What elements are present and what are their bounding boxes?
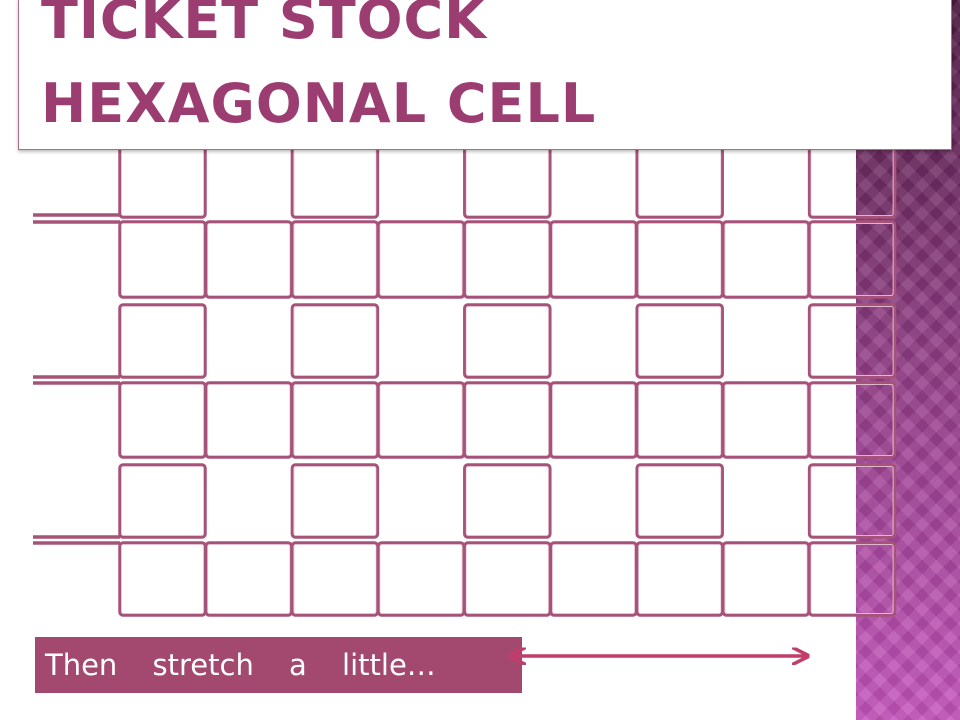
cell xyxy=(807,463,897,539)
cell xyxy=(635,463,724,539)
cell-inner xyxy=(465,384,549,456)
cell-inner xyxy=(638,466,722,536)
cell xyxy=(376,541,466,617)
cell xyxy=(549,220,638,299)
cell-inner xyxy=(293,146,377,216)
cell xyxy=(118,303,207,379)
cell xyxy=(204,220,293,299)
cell-inner xyxy=(379,384,463,456)
cell xyxy=(635,303,724,379)
cell xyxy=(463,381,552,459)
title-line: HEXAGONAL CELL xyxy=(41,72,597,135)
cell xyxy=(204,541,293,617)
cell-inner xyxy=(465,306,549,376)
cell xyxy=(463,303,552,379)
cell xyxy=(376,381,466,459)
cell xyxy=(635,541,724,617)
cell xyxy=(807,143,897,219)
cell-inner xyxy=(724,544,808,614)
cell-inner xyxy=(465,146,549,216)
cell xyxy=(635,143,724,219)
cell-inner xyxy=(121,466,204,536)
cell-inner xyxy=(810,146,894,216)
cell xyxy=(463,143,552,219)
cell-inner xyxy=(293,384,377,456)
cell-inner xyxy=(465,466,549,536)
cell-inner xyxy=(465,544,549,614)
caption: Then stretch a little… xyxy=(35,637,522,693)
title-box: TICKET STOCK HEXAGONAL CELL xyxy=(18,0,952,150)
cell-inner xyxy=(552,544,635,614)
cell xyxy=(118,220,207,299)
cell xyxy=(463,463,552,539)
cell xyxy=(463,220,552,299)
cell xyxy=(290,143,380,219)
cell-inner xyxy=(810,466,894,536)
cell-inner xyxy=(810,544,894,614)
cell-inner xyxy=(121,384,204,456)
cell xyxy=(721,220,811,299)
cell xyxy=(118,381,207,459)
cell xyxy=(118,143,207,219)
cell xyxy=(290,463,380,539)
cell xyxy=(807,220,897,299)
cell xyxy=(549,381,638,459)
cell-inner xyxy=(293,306,377,376)
cell-inner xyxy=(638,146,722,216)
cell xyxy=(635,220,724,299)
cell-inner xyxy=(810,306,894,376)
cell-inner xyxy=(638,384,722,456)
cell xyxy=(807,381,897,459)
cell-inner xyxy=(638,306,722,376)
cell-inner xyxy=(724,384,808,456)
cell xyxy=(376,220,466,299)
cell-inner xyxy=(379,223,463,296)
cell xyxy=(290,381,380,459)
cell xyxy=(807,541,897,617)
cell-inner xyxy=(121,146,204,216)
cell-inner xyxy=(293,544,377,614)
cell-inner xyxy=(638,223,722,296)
title-line: TICKET STOCK xyxy=(41,0,488,51)
cell-inner xyxy=(207,384,291,456)
cell-inner xyxy=(121,223,204,296)
cell-inner xyxy=(810,384,894,456)
cell-inner xyxy=(638,544,722,614)
cell-inner xyxy=(552,223,635,296)
cell xyxy=(290,541,380,617)
cell-inner xyxy=(207,223,291,296)
cell xyxy=(549,541,638,617)
cell-inner xyxy=(724,223,808,296)
cell-inner xyxy=(207,544,291,614)
cell-inner xyxy=(552,384,635,456)
cell xyxy=(721,381,811,459)
cell-inner xyxy=(810,223,894,296)
cell xyxy=(204,381,293,459)
cell xyxy=(721,541,811,617)
cell-inner xyxy=(293,223,377,296)
cell xyxy=(290,220,380,299)
cell xyxy=(118,463,207,539)
cell xyxy=(118,541,207,617)
cell xyxy=(635,381,724,459)
cell-inner xyxy=(465,223,549,296)
cell xyxy=(807,303,897,379)
cell-inner xyxy=(293,466,377,536)
cell xyxy=(290,303,380,379)
cell xyxy=(463,541,552,617)
cell-inner xyxy=(379,544,463,614)
cell-inner xyxy=(121,544,204,614)
cell-inner xyxy=(121,306,204,376)
